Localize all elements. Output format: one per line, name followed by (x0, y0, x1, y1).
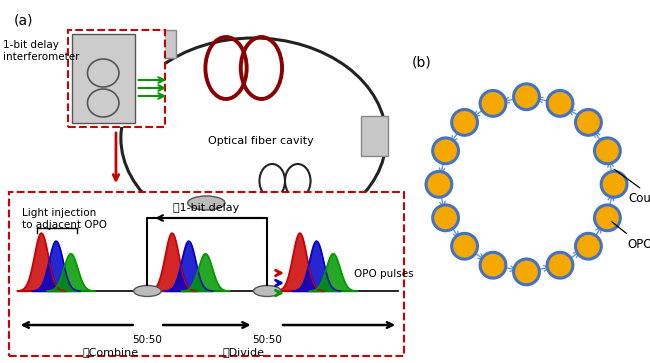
Circle shape (514, 259, 540, 285)
Text: Optical fiber cavity: Optical fiber cavity (207, 136, 313, 146)
Text: (a): (a) (14, 13, 33, 27)
Text: Divide: Divide (223, 347, 265, 357)
Circle shape (426, 171, 452, 197)
Text: 1-bit delay
interferometer: 1-bit delay interferometer (3, 40, 79, 62)
Text: 50:50: 50:50 (133, 335, 162, 345)
Circle shape (452, 233, 478, 259)
Circle shape (595, 205, 620, 231)
Circle shape (575, 110, 601, 135)
Ellipse shape (188, 196, 225, 210)
Text: OPO pulses: OPO pulses (354, 269, 413, 279)
FancyBboxPatch shape (72, 34, 135, 123)
Text: (b): (b) (412, 55, 432, 69)
FancyBboxPatch shape (144, 30, 176, 58)
Circle shape (601, 171, 627, 197)
FancyBboxPatch shape (361, 116, 388, 156)
Circle shape (514, 84, 540, 110)
Circle shape (547, 90, 573, 116)
Text: 50:50: 50:50 (252, 335, 282, 345)
Text: Light injection
to adjacent OPO: Light injection to adjacent OPO (21, 208, 107, 230)
Circle shape (595, 138, 620, 164)
Text: 1-bit delay: 1-bit delay (174, 203, 239, 213)
Text: Combine: Combine (82, 347, 138, 357)
Circle shape (433, 138, 458, 164)
Circle shape (547, 252, 573, 278)
Circle shape (480, 90, 506, 116)
Ellipse shape (134, 286, 161, 297)
Circle shape (575, 233, 601, 259)
Text: OPO: OPO (612, 222, 650, 251)
Text: Coupling: Coupling (614, 169, 650, 205)
FancyBboxPatch shape (68, 30, 165, 127)
Circle shape (433, 205, 458, 231)
FancyBboxPatch shape (9, 192, 404, 356)
Circle shape (480, 252, 506, 278)
Circle shape (452, 110, 478, 135)
Ellipse shape (254, 286, 281, 297)
